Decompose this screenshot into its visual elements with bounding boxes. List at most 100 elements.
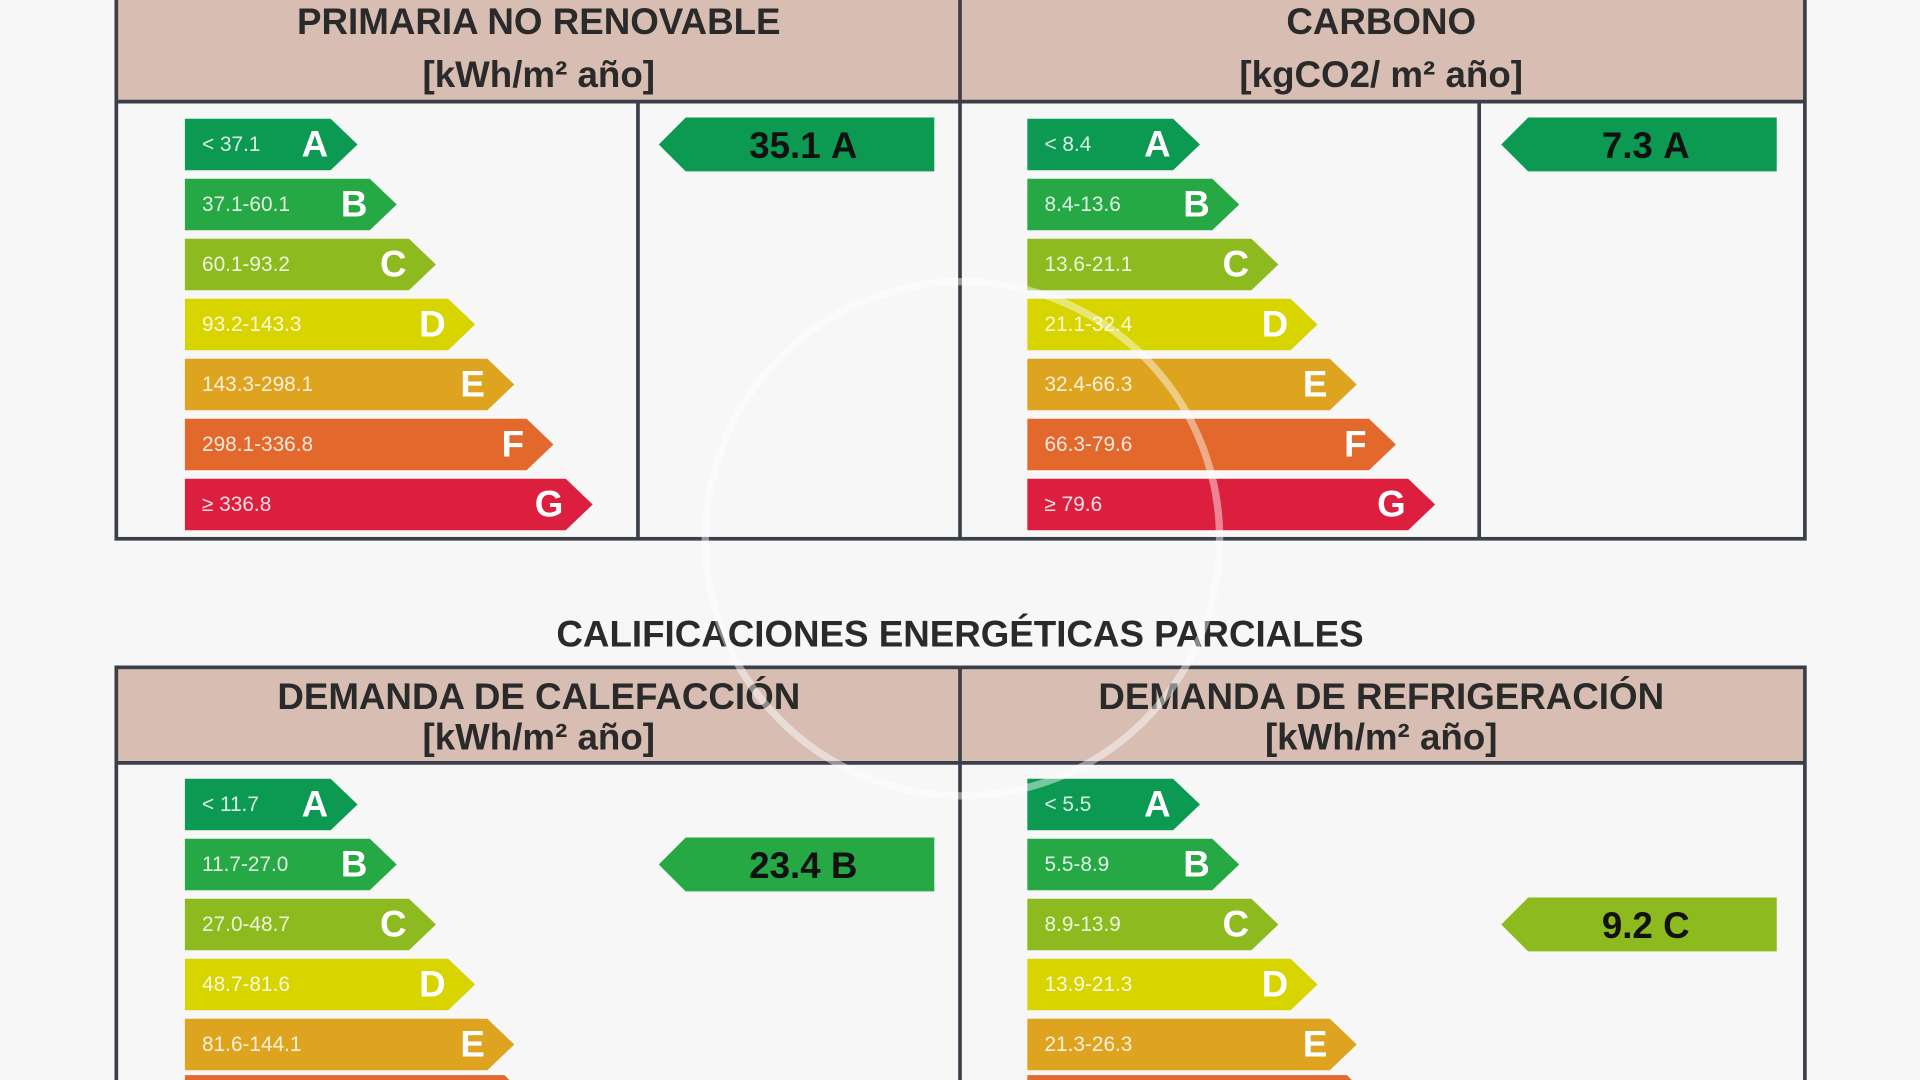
grade-bar	[184, 298, 476, 351]
rating-label: 23.4 B	[749, 845, 857, 886]
grade-letter: A	[302, 124, 329, 165]
grade-letter: A	[1144, 124, 1171, 165]
grade-bar	[184, 1018, 515, 1071]
watermark	[701, 277, 1224, 800]
grade-range: 27.0-48.7	[202, 913, 290, 936]
grade-letter: A	[1144, 784, 1171, 825]
grade-letter: E	[1303, 1024, 1328, 1065]
grade-letter: C	[380, 244, 407, 285]
grade-letter: E	[460, 1024, 485, 1065]
grade-bar	[1027, 778, 1200, 831]
grade-bar	[184, 478, 593, 531]
rating-label: 9.2 C	[1602, 905, 1690, 946]
rating-value: 23.4	[749, 845, 821, 886]
rating-letter: A	[831, 125, 858, 166]
grade-letter: D	[419, 304, 446, 345]
grade-range: 21.3-26.3	[1044, 1033, 1132, 1056]
grade-letter: B	[1183, 844, 1210, 885]
grade-range: 5.5-8.9	[1044, 853, 1109, 876]
grade-letter: C	[380, 904, 407, 945]
panel-title: DEMANDA DE CALEFACCIÓN	[277, 675, 800, 717]
grade-bar	[184, 358, 515, 411]
grade-bar	[1027, 358, 1357, 411]
rating-label: 7.3 A	[1602, 125, 1690, 166]
grade-range: 81.6-144.1	[202, 1033, 301, 1056]
grade-range: 143.3-298.1	[202, 373, 313, 396]
grade-range: 11.7-27.0	[202, 853, 288, 876]
grade-bar	[184, 838, 397, 891]
panel-title: PRIMARIA NO RENOVABLE	[297, 1, 780, 42]
grade-bar	[1027, 838, 1240, 891]
grade-bar	[1027, 178, 1240, 231]
grade-range: < 37.1	[202, 133, 260, 156]
rating-arrow	[658, 837, 935, 892]
grade-range: < 5.5	[1044, 793, 1091, 816]
rating-value: 9.2	[1602, 905, 1653, 946]
grade-range: 13.6-21.1	[1044, 253, 1132, 276]
grade-bar	[184, 238, 436, 291]
rating-letter: C	[1663, 905, 1690, 946]
panel-title: CARBONO	[1286, 1, 1476, 42]
rating-letter: B	[831, 845, 858, 886]
grade-bar	[1027, 958, 1318, 1011]
grade-bar	[1027, 898, 1279, 951]
grade-letter: B	[341, 184, 368, 225]
rating-letter: A	[1663, 125, 1690, 166]
grade-range: 48.7-81.6	[202, 973, 290, 996]
panel-title: DEMANDA DE REFRIGERACIÓN	[1098, 675, 1664, 717]
grade-range: ≥ 336.8	[202, 493, 271, 516]
grade-range: 8.4-13.6	[1044, 193, 1120, 216]
section-title: CALIFICACIONES ENERGÉTICAS PARCIALES	[556, 613, 1363, 654]
grade-letter: E	[1303, 364, 1328, 405]
grade-letter: C	[1222, 244, 1249, 285]
grade-range: 32.4-66.3	[1044, 373, 1132, 396]
grade-range: < 8.4	[1044, 133, 1091, 156]
grade-bar	[184, 958, 476, 1011]
rating-arrow	[1501, 117, 1777, 172]
grade-letter: A	[302, 784, 329, 825]
cut-off-bar	[184, 1075, 510, 1080]
grade-range: < 11.7	[202, 793, 259, 816]
rating-value: 35.1	[749, 125, 820, 166]
grade-bar	[184, 778, 358, 831]
rating-value: 7.3	[1602, 125, 1653, 166]
panel-unit: [kWh/m² año]	[423, 716, 656, 757]
panel-unit: [kgCO2/ m² año]	[1239, 54, 1523, 95]
grade-range: 13.9-21.3	[1044, 973, 1132, 996]
grade-letter: G	[535, 484, 564, 525]
grade-bar	[184, 118, 358, 171]
grade-bar	[1027, 1018, 1357, 1071]
rating-arrow	[1501, 897, 1777, 952]
grade-range: 66.3-79.6	[1044, 433, 1132, 456]
grade-range: 93.2-143.3	[202, 313, 301, 336]
grade-letter: F	[1344, 424, 1366, 465]
grade-bar	[1027, 118, 1200, 171]
panels: PRIMARIA NO RENOVABLE [kWh/m² año] < 37.1 A…	[184, 1, 1777, 1071]
panel-unit: [kWh/m² año]	[423, 54, 656, 95]
grade-letter: B	[1183, 184, 1210, 225]
grade-range: 8.9-13.9	[1044, 913, 1120, 936]
grade-bar	[1027, 298, 1318, 351]
grade-range: 37.1-60.1	[202, 193, 290, 216]
grade-letter: E	[460, 364, 485, 405]
grade-letter: D	[1262, 964, 1289, 1005]
grade-bar	[184, 898, 436, 951]
grade-letter: F	[502, 424, 524, 465]
grade-range: 298.1-336.8	[202, 433, 313, 456]
rating-label: 35.1 A	[749, 125, 857, 166]
grade-bar	[184, 178, 397, 231]
grade-bar	[1027, 238, 1279, 291]
rating-arrow	[658, 117, 935, 172]
grade-letter: G	[1377, 484, 1406, 525]
cut-off-bar	[1027, 1075, 1352, 1080]
grade-bar	[1027, 418, 1396, 471]
grade-bar	[1027, 478, 1436, 531]
grade-letter: D	[1262, 304, 1289, 345]
panel-unit: [kWh/m² año]	[1265, 716, 1498, 757]
grade-letter: C	[1222, 904, 1249, 945]
grade-bar	[184, 418, 554, 471]
grade-range: ≥ 79.6	[1044, 493, 1102, 516]
grade-letter: D	[419, 964, 446, 1005]
